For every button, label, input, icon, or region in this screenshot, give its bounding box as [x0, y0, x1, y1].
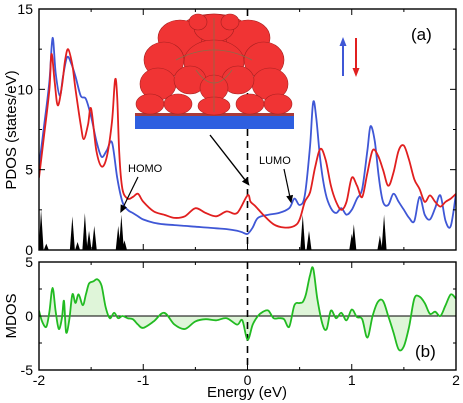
homo-arrow-head	[120, 204, 127, 214]
lumo-arrow	[283, 168, 291, 196]
homo-annotation: HOMO	[128, 163, 163, 175]
pdos-axes: 0 5 10 15	[17, 1, 457, 258]
molecular-level-stick	[86, 230, 92, 250]
homo-arrow	[123, 176, 139, 207]
mdos-ytick-label: -5	[21, 362, 34, 378]
molecular-level-stick	[43, 243, 49, 250]
molecular-level-stick	[351, 224, 357, 250]
mdos-axes: -5 0 5 -2 -1 0 1 2	[21, 254, 461, 388]
mdos-xtick-label: 2	[452, 372, 460, 388]
pdos-ytick-label: 15	[17, 1, 33, 17]
mdos-ytick-label: 5	[25, 254, 33, 270]
spin-up-pdos-line	[39, 36, 456, 235]
pdos-ytick-label: 10	[17, 81, 33, 97]
inset-pointer-arrow	[209, 134, 246, 180]
molecular-level-stick	[381, 214, 387, 250]
molecular-level-stick	[306, 230, 312, 250]
lumo-annotation: LUMO	[259, 155, 291, 167]
lumo-arrow-head	[286, 194, 294, 204]
spin-down-arrow-icon	[352, 38, 360, 77]
inset-pointer-arrow-head	[241, 177, 250, 186]
pdos-ylabel: PDOS (states/eV)	[3, 70, 20, 189]
molecular-level-stick	[39, 209, 44, 250]
mdos-area-fill	[39, 267, 456, 351]
mdos-line	[39, 266, 456, 352]
energy-xlabel: Energy (eV)	[207, 384, 287, 401]
mdos-xtick-label: 1	[348, 372, 356, 388]
pdos-ytick-label: 5	[25, 162, 33, 178]
mdos-ylabel: MDOS	[3, 294, 20, 339]
molecular-level-stick	[118, 214, 124, 250]
mdos-xtick-label: -2	[33, 372, 46, 388]
pdos-ytick-label: 0	[25, 242, 33, 258]
pdos-panel: 0 5 10 15 (a) HOMO LUMO PDOS (states/eV)	[3, 1, 457, 258]
mdos-xtick-label: -1	[137, 372, 150, 388]
molecular-level-stick	[300, 214, 306, 250]
spin-up-arrow-icon	[339, 37, 347, 76]
mdos-ytick-label: 0	[25, 308, 33, 324]
molecular-level-stick	[82, 213, 88, 250]
molecular-level-stick	[75, 241, 81, 250]
spin-down-pdos-line	[39, 48, 456, 229]
molecular-level-stick	[91, 225, 97, 250]
molecular-level-stick	[121, 240, 127, 250]
panel-label-b: (b)	[415, 342, 436, 361]
molecular-level-stick	[69, 216, 75, 250]
mdos-panel: -5 0 5 -2 -1 0 1 2 (b) MDOS Energy (eV)	[3, 254, 460, 401]
molecule-isosurface-inset	[135, 13, 294, 129]
mdos-xtick-label: 0	[244, 372, 252, 388]
panel-label-a: (a)	[411, 25, 432, 44]
molecular-level-stick	[377, 235, 383, 250]
